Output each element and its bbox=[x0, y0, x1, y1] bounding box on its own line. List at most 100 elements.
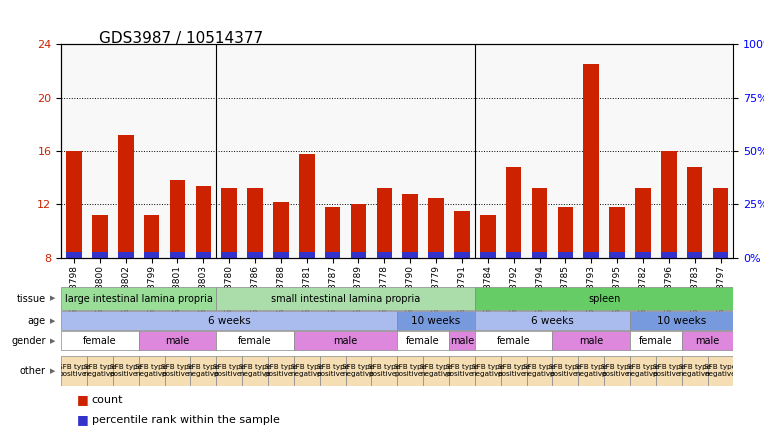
Bar bbox=[429, 198, 444, 258]
Text: ■: ■ bbox=[76, 393, 88, 406]
Bar bbox=[635, 188, 651, 258]
Bar bbox=[506, 252, 521, 258]
Bar bbox=[403, 194, 418, 258]
Text: female: female bbox=[238, 336, 272, 346]
Bar bbox=[661, 151, 677, 258]
FancyBboxPatch shape bbox=[397, 311, 475, 330]
Text: female: female bbox=[639, 336, 672, 346]
Bar bbox=[454, 211, 470, 258]
Bar bbox=[532, 252, 547, 258]
FancyBboxPatch shape bbox=[397, 356, 423, 386]
Text: other: other bbox=[20, 366, 46, 376]
FancyBboxPatch shape bbox=[61, 287, 216, 310]
FancyBboxPatch shape bbox=[113, 356, 139, 386]
Text: male: male bbox=[695, 336, 720, 346]
Bar bbox=[584, 64, 599, 258]
Bar bbox=[454, 252, 470, 258]
Text: male: male bbox=[333, 336, 358, 346]
Text: SFB type
negative: SFB type negative bbox=[187, 364, 219, 377]
Bar bbox=[610, 252, 625, 258]
Bar bbox=[248, 188, 263, 258]
Bar bbox=[118, 252, 134, 258]
Text: count: count bbox=[92, 395, 123, 404]
Bar bbox=[299, 154, 315, 258]
Bar bbox=[66, 252, 82, 258]
Text: SFB type
positive: SFB type positive bbox=[549, 364, 581, 377]
Text: SFB type
negative: SFB type negative bbox=[135, 364, 168, 377]
Text: SFB type
positive: SFB type positive bbox=[652, 364, 685, 377]
Bar bbox=[325, 207, 341, 258]
FancyBboxPatch shape bbox=[552, 331, 630, 350]
Bar bbox=[584, 252, 599, 258]
Text: tissue: tissue bbox=[17, 293, 46, 304]
FancyBboxPatch shape bbox=[681, 331, 733, 350]
FancyBboxPatch shape bbox=[656, 356, 681, 386]
Bar bbox=[144, 252, 160, 258]
FancyBboxPatch shape bbox=[319, 356, 345, 386]
Text: percentile rank within the sample: percentile rank within the sample bbox=[92, 415, 280, 424]
Bar bbox=[351, 252, 366, 258]
Text: female: female bbox=[497, 336, 530, 346]
Text: SFB type
positive: SFB type positive bbox=[316, 364, 348, 377]
Bar bbox=[274, 252, 289, 258]
Bar bbox=[196, 186, 211, 258]
FancyBboxPatch shape bbox=[190, 356, 216, 386]
FancyBboxPatch shape bbox=[604, 356, 630, 386]
Text: SFB type
negative: SFB type negative bbox=[239, 364, 271, 377]
Bar bbox=[377, 252, 392, 258]
Text: gender: gender bbox=[11, 336, 46, 346]
Text: female: female bbox=[83, 336, 117, 346]
Bar bbox=[713, 188, 728, 258]
FancyBboxPatch shape bbox=[139, 331, 216, 350]
Bar bbox=[66, 151, 82, 258]
Bar bbox=[118, 135, 134, 258]
Text: SFB type
positive: SFB type positive bbox=[446, 364, 478, 377]
Bar bbox=[403, 252, 418, 258]
Text: ▶: ▶ bbox=[50, 368, 56, 374]
Text: SFB type
negative: SFB type negative bbox=[84, 364, 116, 377]
FancyBboxPatch shape bbox=[423, 356, 449, 386]
Text: spleen: spleen bbox=[588, 293, 620, 304]
Text: female: female bbox=[406, 336, 440, 346]
Text: SFB type
negative: SFB type negative bbox=[290, 364, 323, 377]
FancyBboxPatch shape bbox=[707, 356, 733, 386]
FancyBboxPatch shape bbox=[630, 311, 733, 330]
Text: SFB type
negative: SFB type negative bbox=[575, 364, 607, 377]
Bar bbox=[558, 252, 573, 258]
FancyBboxPatch shape bbox=[630, 356, 656, 386]
Text: 10 weeks: 10 weeks bbox=[657, 316, 707, 326]
Text: SFB type
negative: SFB type negative bbox=[678, 364, 711, 377]
Text: SFB type
negative: SFB type negative bbox=[342, 364, 374, 377]
FancyBboxPatch shape bbox=[475, 287, 733, 310]
FancyBboxPatch shape bbox=[164, 356, 190, 386]
FancyBboxPatch shape bbox=[526, 356, 552, 386]
Bar bbox=[661, 252, 677, 258]
Bar bbox=[144, 215, 160, 258]
FancyBboxPatch shape bbox=[87, 356, 113, 386]
Bar bbox=[713, 252, 728, 258]
FancyBboxPatch shape bbox=[345, 356, 371, 386]
Text: male: male bbox=[165, 336, 189, 346]
FancyBboxPatch shape bbox=[475, 356, 500, 386]
Text: 10 weeks: 10 weeks bbox=[412, 316, 461, 326]
Bar bbox=[480, 215, 496, 258]
Text: age: age bbox=[28, 316, 46, 326]
Bar bbox=[687, 252, 702, 258]
FancyBboxPatch shape bbox=[139, 356, 164, 386]
FancyBboxPatch shape bbox=[449, 356, 475, 386]
Text: SFB type
positive: SFB type positive bbox=[58, 364, 90, 377]
Bar bbox=[92, 215, 108, 258]
Text: male: male bbox=[450, 336, 474, 346]
FancyBboxPatch shape bbox=[475, 331, 552, 350]
FancyBboxPatch shape bbox=[630, 331, 681, 350]
Text: small intestinal lamina propria: small intestinal lamina propria bbox=[271, 293, 420, 304]
Text: ▶: ▶ bbox=[50, 318, 56, 324]
Text: SFB type
negative: SFB type negative bbox=[471, 364, 504, 377]
Bar bbox=[222, 252, 237, 258]
Bar bbox=[377, 188, 392, 258]
FancyBboxPatch shape bbox=[371, 356, 397, 386]
Bar bbox=[558, 207, 573, 258]
FancyBboxPatch shape bbox=[216, 356, 242, 386]
FancyBboxPatch shape bbox=[681, 356, 707, 386]
FancyBboxPatch shape bbox=[449, 331, 475, 350]
